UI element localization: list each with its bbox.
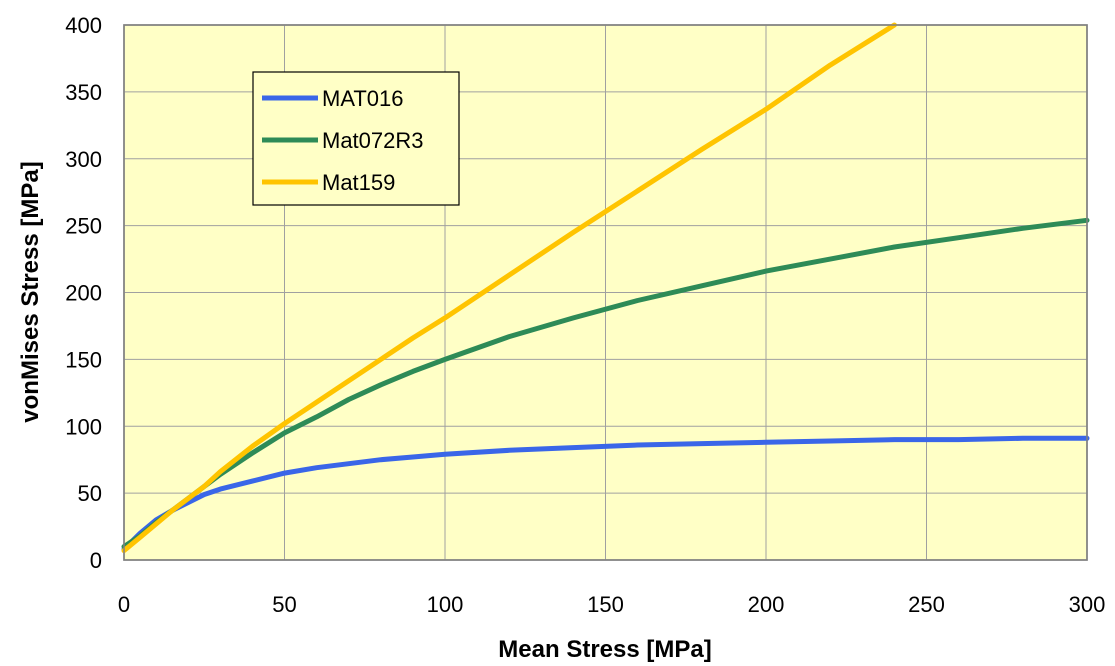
y-tick-label: 250 [65,214,102,239]
x-tick-label: 150 [587,592,624,617]
legend-label-mat072r3: Mat072R3 [322,128,424,153]
legend-label-mat016: MAT016 [322,86,404,111]
plot-border [123,24,1088,561]
x-tick-label: 50 [272,592,296,617]
y-tick-label: 0 [90,548,102,573]
y-tick-label: 50 [78,481,102,506]
y-tick-labels: 0 50 100 150 200 250 300 350 400 [65,13,102,573]
x-axis-title: Mean Stress [MPa] [498,636,711,663]
y-tick-label: 200 [65,281,102,306]
x-tick-labels: 0 50 100 150 200 250 300 [118,592,1105,617]
y-tick-label: 400 [65,13,102,38]
y-tick-label: 350 [65,80,102,105]
x-tick-label: 0 [118,592,130,617]
y-tick-label: 150 [65,347,102,372]
series-lines [121,22,1090,554]
x-tick-label: 300 [1069,592,1106,617]
series-line-mat016 [121,435,1090,552]
x-tick-label: 200 [748,592,785,617]
legend-label-mat159: Mat159 [322,170,395,195]
series-line-mat159 [121,22,897,554]
x-tick-label: 250 [908,592,945,617]
y-tick-label: 100 [65,414,102,439]
x-tick-label: 100 [427,592,464,617]
legend: MAT016 Mat072R3 Mat159 [252,71,460,206]
y-tick-label: 300 [65,147,102,172]
y-axis-title: vonMises Stress [MPa] [17,161,44,422]
